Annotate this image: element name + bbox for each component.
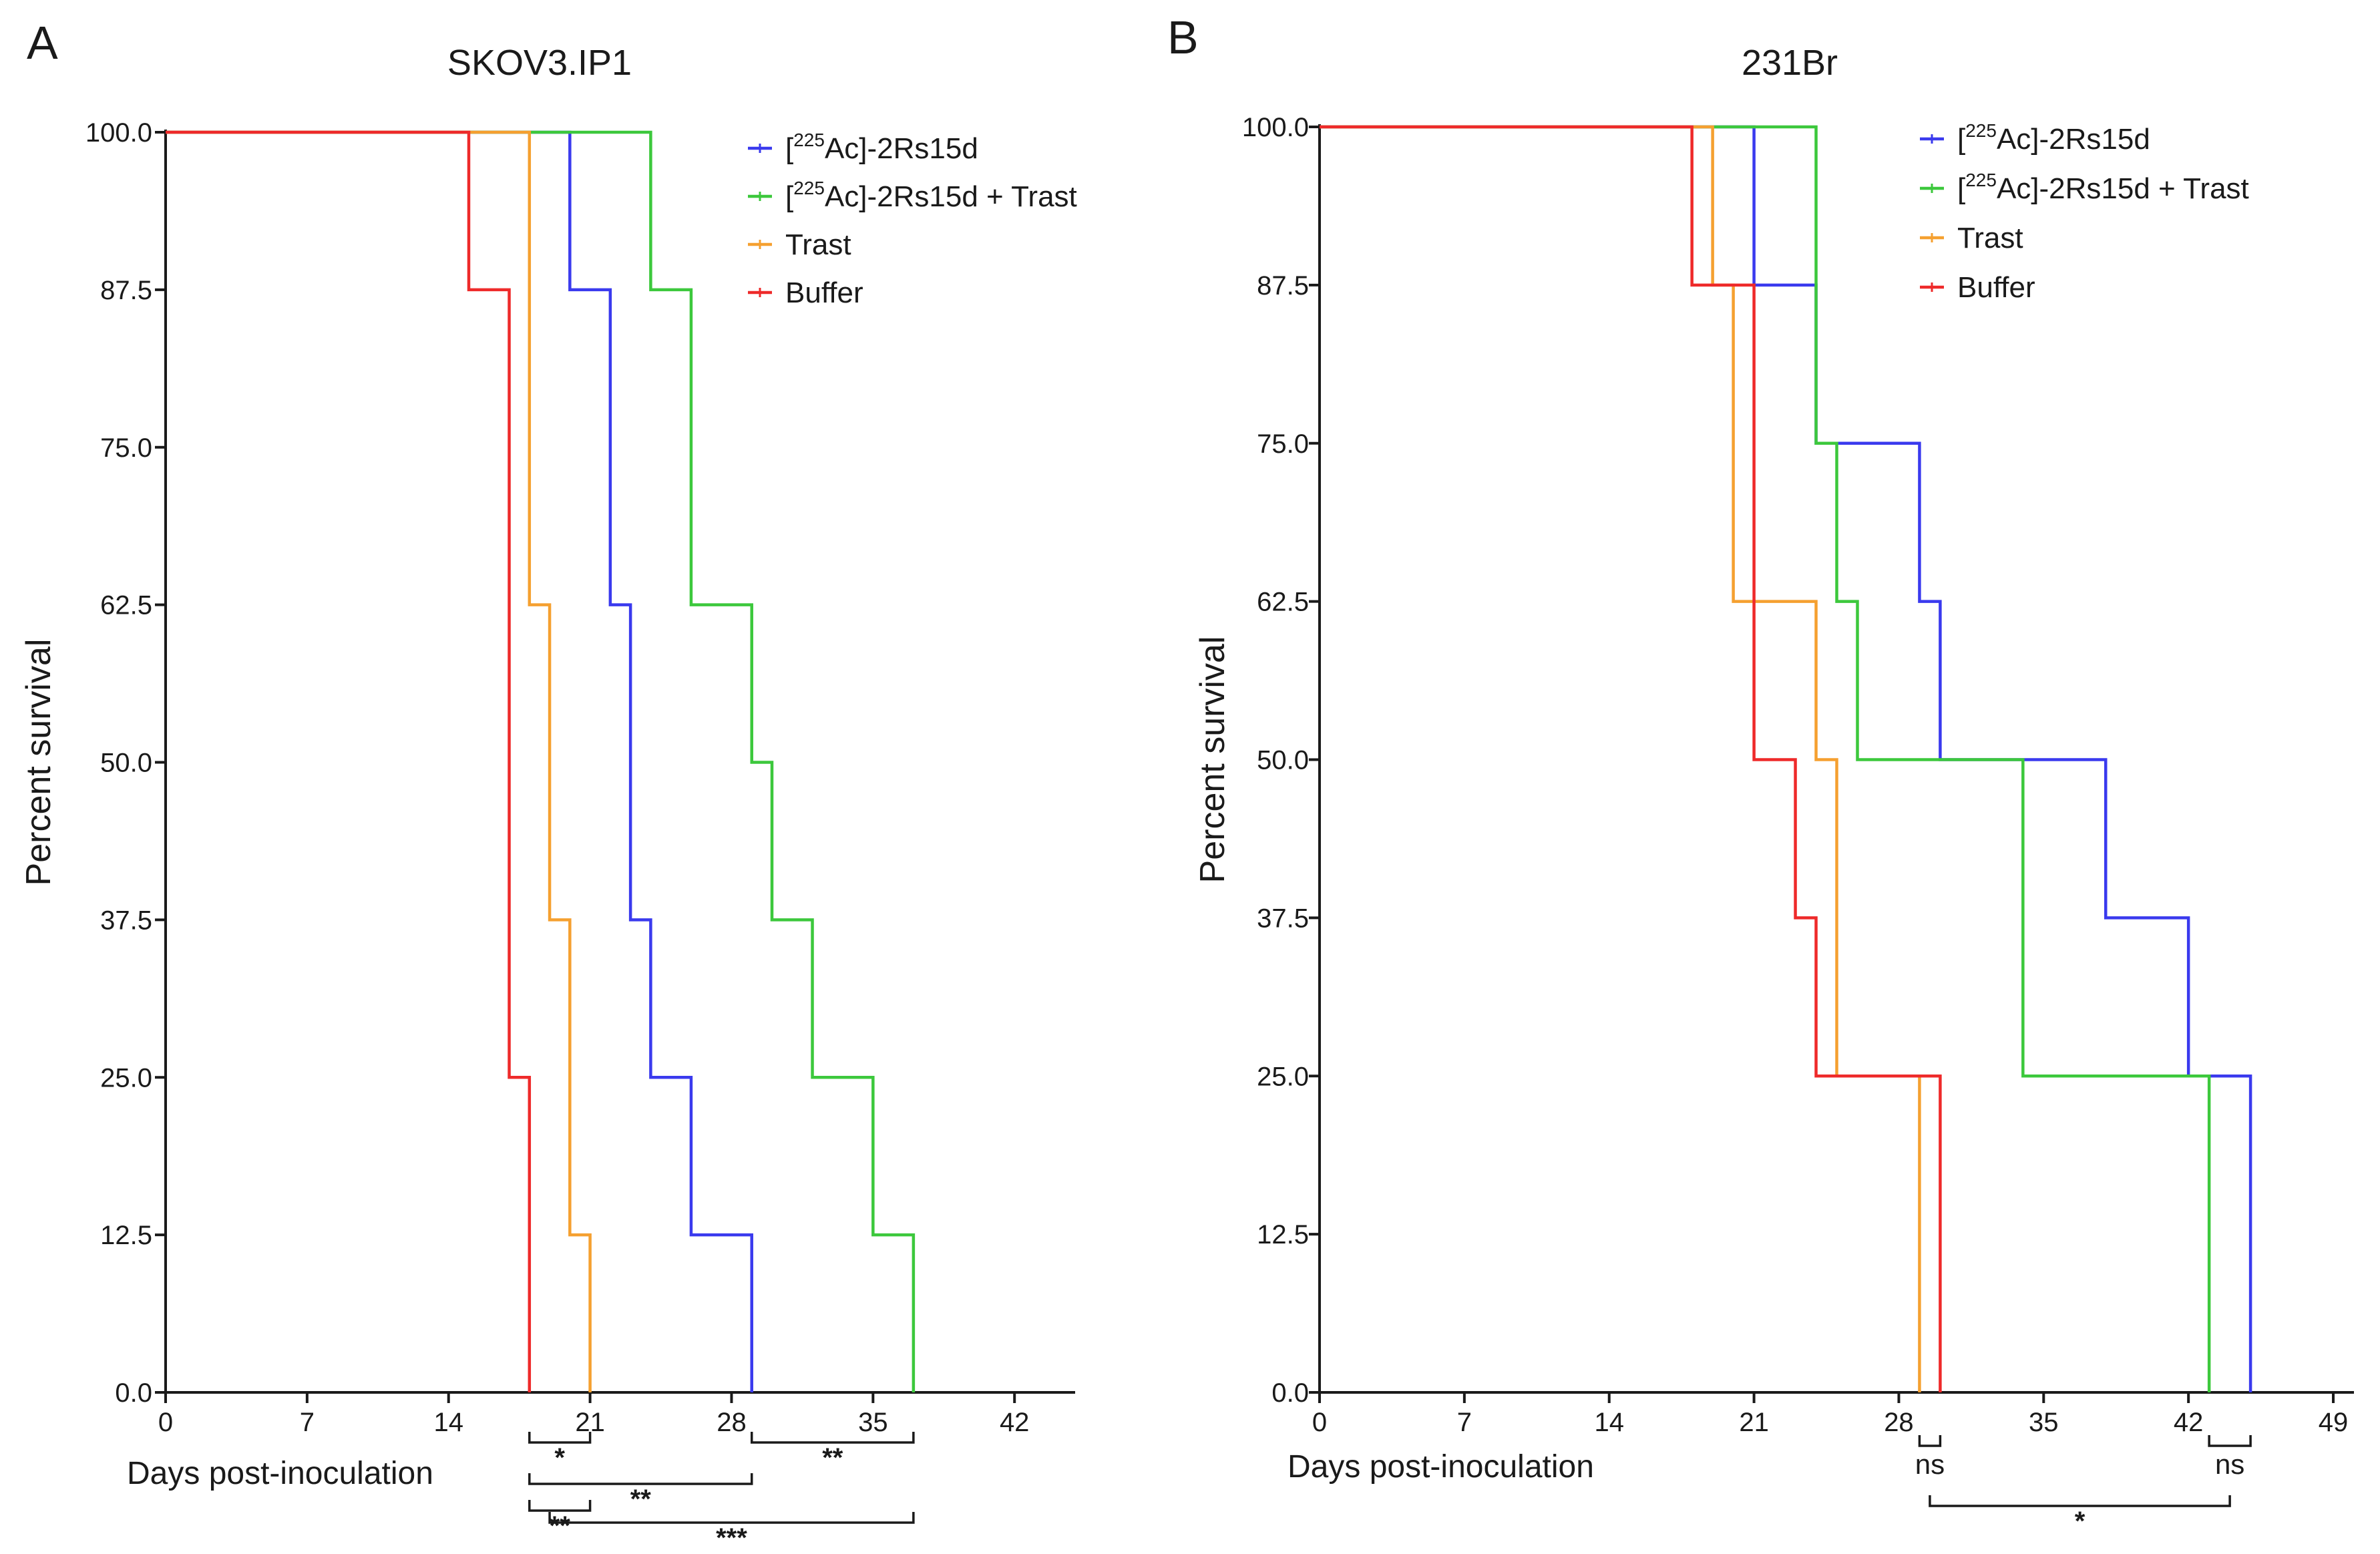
x-tick-label: 42 — [1000, 1408, 1030, 1437]
chart-title: 231Br — [1742, 43, 1838, 83]
x-tick-label: 14 — [1594, 1408, 1624, 1437]
x-tick-label: 35 — [2029, 1408, 2059, 1437]
series-line-1 — [1320, 125, 2211, 1392]
y-tick-label: 100.0 — [85, 118, 152, 148]
series-line-0 — [1320, 125, 2252, 1392]
series-line-1 — [166, 130, 916, 1392]
x-tick-label: 28 — [1884, 1408, 1914, 1437]
y-tick-label: 75.0 — [1257, 429, 1309, 459]
significance-bracket-0: ns — [1915, 1435, 1945, 1480]
y-tick-label: 87.5 — [100, 276, 152, 305]
x-tick-label: 42 — [2174, 1408, 2204, 1437]
bracket-line — [528, 1500, 592, 1512]
x-axis-label: Days post-inoculation — [1287, 1449, 1594, 1485]
significance-bracket-2: ** — [528, 1473, 753, 1514]
chart-title: SKOV3.IP1 — [447, 43, 632, 83]
bracket-label: *** — [716, 1523, 747, 1553]
y-tick-label: 12.5 — [1257, 1220, 1309, 1249]
y-tick-label: 37.5 — [1257, 904, 1309, 933]
significance-bracket-4: *** — [548, 1512, 915, 1553]
y-axis-label: Percent survival — [19, 639, 58, 886]
x-axis-label: Days post-inoculation — [127, 1456, 433, 1491]
legend-entry-0: [225Ac]-2Rs15d — [1920, 120, 2150, 156]
series-line-2 — [166, 130, 592, 1392]
significance-bracket-1: ns — [2208, 1435, 2252, 1480]
x-tick-label: 21 — [1739, 1408, 1769, 1437]
y-tick-label: 0.0 — [1271, 1378, 1309, 1408]
legend-label: [225Ac]-2Rs15d + Trast — [1957, 170, 2249, 205]
y-tick-label: 12.5 — [100, 1221, 152, 1250]
chart-panel-b: B 231Br 0.0 12.5 25.0 37.5 50.0 62.5 75.0 87.5 100… — [1167, 11, 2354, 1536]
x-tick-label: 0 — [1312, 1408, 1327, 1437]
bracket-line — [548, 1512, 915, 1524]
legend-label: [225Ac]-2Rs15d + Trast — [785, 178, 1077, 213]
bracket-line — [528, 1432, 592, 1444]
legend-label: Trast — [1957, 222, 2023, 254]
series-line-2 — [1320, 125, 1921, 1392]
y-tick-label: 50.0 — [100, 749, 152, 778]
y-tick-label: 62.5 — [1257, 588, 1309, 617]
y-tick-label: 75.0 — [100, 433, 152, 463]
legend-entry-2: Trast — [748, 228, 851, 261]
x-tick-label: 49 — [2319, 1408, 2349, 1437]
bracket-label: ns — [1915, 1448, 1945, 1480]
y-tick-label: 0.0 — [115, 1378, 152, 1408]
bracket-label: * — [554, 1443, 565, 1473]
significance-bracket-0: * — [528, 1432, 592, 1473]
y-tick-label: 62.5 — [100, 591, 152, 620]
bracket-line — [528, 1473, 753, 1485]
bracket-line — [1929, 1495, 2231, 1507]
bracket-line — [2208, 1435, 2252, 1447]
bracket-label: ** — [550, 1511, 571, 1541]
bracket-line — [750, 1432, 915, 1444]
legend-label: [225Ac]-2Rs15d — [785, 130, 978, 165]
significance-bracket-1: ** — [750, 1432, 915, 1473]
legend-label: Buffer — [1957, 271, 2035, 304]
y-tick-label: 100.0 — [1242, 113, 1309, 142]
significance-bracket-3: ** — [528, 1500, 592, 1541]
legend-entry-0: [225Ac]-2Rs15d — [748, 130, 978, 165]
bracket-label: ** — [822, 1443, 843, 1473]
bracket-line — [1918, 1435, 1942, 1447]
chart-panel-a: A SKOV3.IP1 0.0 12.5 25.0 37.5 50.0 62.5 75.0 87.… — [19, 17, 1077, 1553]
legend-label: Buffer — [785, 276, 863, 309]
x-tick-label: 0 — [158, 1408, 173, 1437]
legend-label: Trast — [785, 228, 851, 261]
x-tick-label: 35 — [858, 1408, 888, 1437]
y-tick-label: 25.0 — [1257, 1062, 1309, 1091]
panel-label: B — [1167, 11, 1199, 63]
series-line-3 — [166, 130, 532, 1392]
y-axis-label: Percent survival — [1193, 636, 1232, 884]
x-tick-label: 7 — [1457, 1408, 1472, 1437]
y-tick-label: 37.5 — [100, 906, 152, 935]
x-tick-label: 14 — [433, 1408, 463, 1437]
series-line-0 — [166, 130, 753, 1392]
legend-entry-1: [225Ac]-2Rs15d + Trast — [1920, 170, 2249, 205]
legend-entry-1: [225Ac]-2Rs15d + Trast — [748, 178, 1077, 213]
x-tick-label: 28 — [717, 1408, 747, 1437]
x-tick-label: 7 — [300, 1408, 315, 1437]
bracket-label: ** — [630, 1485, 652, 1514]
panel-label: A — [27, 17, 58, 69]
legend-entry-2: Trast — [1920, 222, 2023, 254]
legend-entry-3: Buffer — [1920, 271, 2035, 304]
legend-label: [225Ac]-2Rs15d — [1957, 120, 2150, 156]
legend-entry-3: Buffer — [748, 276, 863, 309]
y-tick-label: 25.0 — [100, 1063, 152, 1093]
significance-bracket-2: * — [1929, 1495, 2231, 1536]
bracket-label: * — [2075, 1507, 2086, 1536]
y-tick-label: 87.5 — [1257, 271, 1309, 301]
series-line-3 — [1320, 125, 1942, 1392]
bracket-label: ns — [2215, 1448, 2244, 1480]
y-tick-label: 50.0 — [1257, 746, 1309, 775]
